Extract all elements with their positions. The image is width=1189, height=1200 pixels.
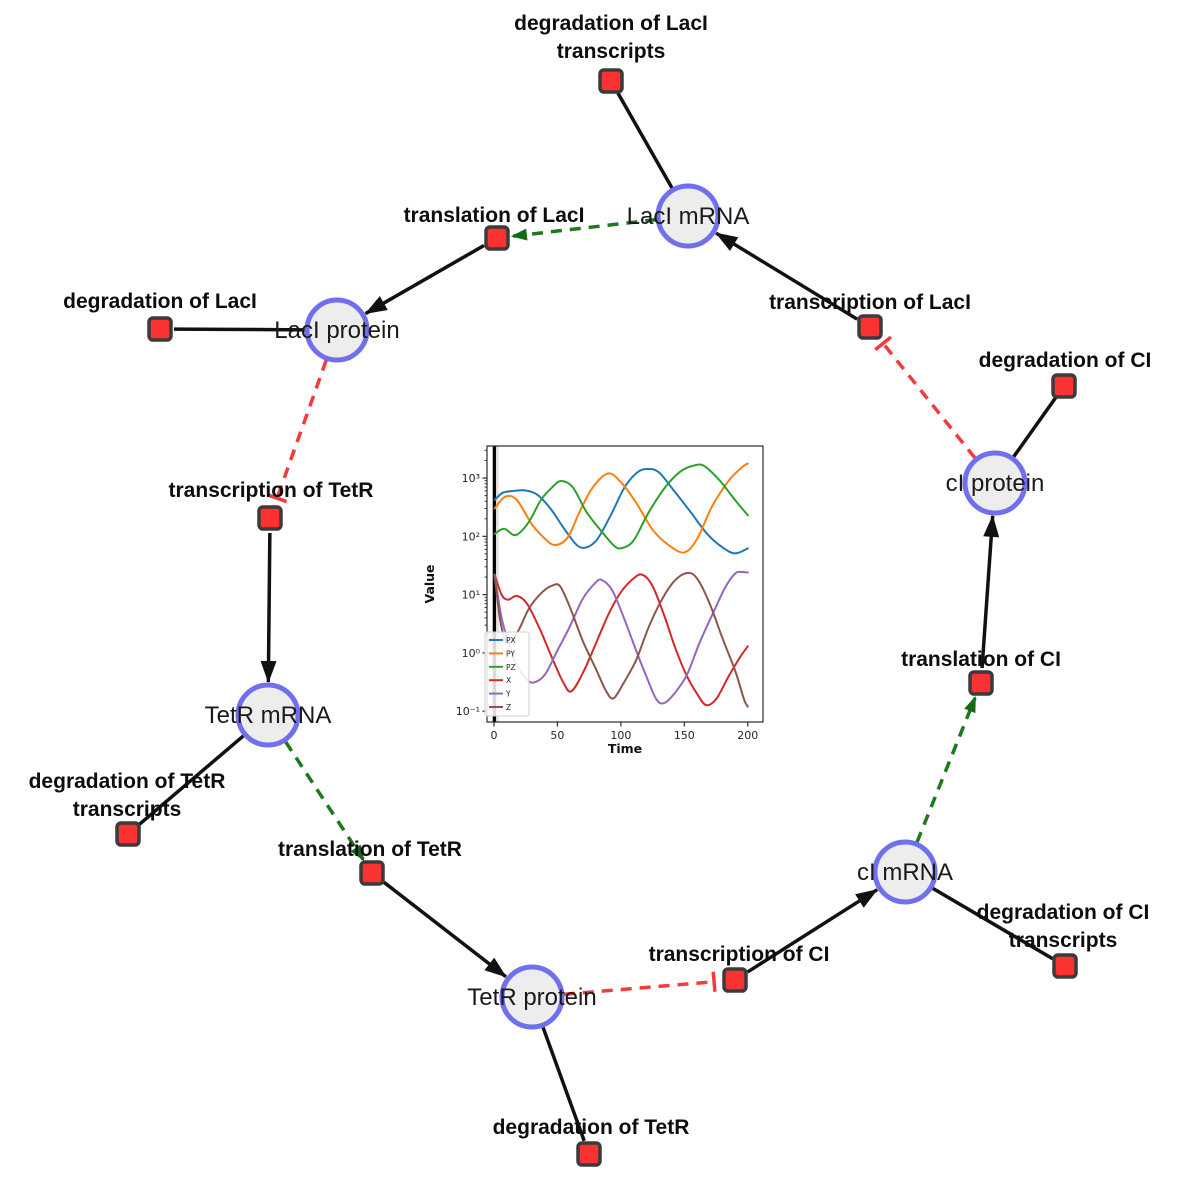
reaction-label-deg-laci-tx: degradation of LacI [514, 12, 708, 35]
reaction-label-deg-tetr: degradation of TetR [493, 1116, 690, 1139]
species-node-tetr-protein[interactable] [499, 964, 565, 1030]
species-node-ci-protein[interactable] [962, 450, 1028, 516]
edge-modifier-laci-mrna-transl-laci [510, 217, 657, 241]
reaction-label-transl-tetr: translation of TetR [278, 838, 462, 861]
edge-consumption-tetr-mrna-deg-tetr-tx [137, 734, 245, 827]
edge-consumption-tetr-protein-deg-tetr [541, 1026, 586, 1142]
edge-consumption-ci-mrna-deg-ci-tx [931, 886, 1054, 961]
x-axis-title: Time [608, 741, 642, 756]
species-label-tetr-protein: TetR protein [467, 984, 596, 1011]
x-tick-label: 150 [674, 729, 695, 742]
reaction-label-deg-ci-tx: transcripts [1009, 929, 1118, 952]
edge-inhibition-ci-protein-txn-laci [874, 335, 977, 460]
edge-modifier-tetr-mrna-transl-tetr [284, 740, 365, 862]
legend: PX PY PZ XYZ [484, 631, 530, 717]
reaction-node-deg-ci-tx[interactable] [1052, 953, 1078, 979]
reaction-node-transl-tetr[interactable] [359, 860, 385, 886]
reaction-label-deg-ci: degradation of CI [979, 349, 1152, 372]
species-label-tetr-mrna: TetR mRNA [205, 702, 332, 729]
edge-production-txn-ci-ci-mrna [746, 888, 879, 974]
reaction-label-transl-laci: translation of LacI [404, 204, 585, 227]
reaction-node-txn-tetr[interactable] [257, 505, 283, 531]
legend-label-z: Z [506, 703, 511, 712]
species-node-tetr-mrna[interactable] [235, 682, 301, 748]
series-curve-z [493, 571, 749, 708]
edge-consumption-laci-mrna-deg-laci-tx [616, 92, 674, 190]
series-curve-pz [493, 463, 749, 550]
x-tick-label: 200 [737, 729, 758, 742]
plot-background [420, 436, 780, 771]
edge-consumption-laci-protein-deg-laci [173, 327, 306, 332]
reaction-node-txn-laci[interactable] [857, 314, 883, 340]
reaction-label-deg-ci-tx: degradation of CI [977, 901, 1150, 924]
reaction-node-transl-ci[interactable] [968, 670, 994, 696]
species-label-laci-protein: LacI protein [274, 317, 399, 344]
edge-modifier-ci-mrna-transl-ci [915, 695, 977, 843]
species-node-laci-protein[interactable] [304, 297, 370, 363]
reaction-label-txn-ci: transcription of CI [649, 943, 830, 966]
x-tick-label: 0 [490, 729, 497, 742]
legend-label-px: PX [506, 636, 516, 645]
x-tick-label: 50 [550, 729, 564, 742]
species-label-ci-mrna: cI mRNA [857, 859, 953, 886]
reaction-label-deg-tetr-tx: degradation of TetR [29, 770, 226, 793]
reaction-node-deg-tetr-tx[interactable] [115, 821, 141, 847]
reaction-node-txn-ci[interactable] [722, 967, 748, 993]
y-axis-title: Value [422, 564, 437, 603]
reaction-node-transl-laci[interactable] [484, 225, 510, 251]
edge-inhibition-tetr-protein-txn-ci [563, 971, 717, 997]
reaction-node-deg-laci[interactable] [147, 316, 173, 342]
edge-production-transl-ci-ci-protein [980, 514, 1000, 669]
legend-label-py: PY [506, 649, 515, 658]
species-label-laci-mrna: LacI mRNA [627, 203, 750, 230]
species-label-ci-protein: cI protein [946, 470, 1045, 497]
y-tick-label: 10² [462, 530, 480, 543]
reaction-label-deg-laci-tx: transcripts [557, 40, 666, 63]
series-curve-x [493, 573, 749, 707]
reaction-label-deg-laci: degradation of LacI [63, 290, 257, 313]
edge-production-transl-laci-laci-protein [364, 243, 485, 316]
x-tick-label: 100 [610, 729, 631, 742]
reaction-label-txn-tetr: transcription of TetR [169, 479, 374, 502]
legend-label-x: X [506, 676, 511, 685]
species-node-laci-mrna[interactable] [655, 183, 721, 249]
y-tick-label: 10⁰ [462, 647, 481, 660]
species-node-ci-mrna[interactable] [872, 839, 938, 905]
series-curve-py [493, 462, 749, 554]
reaction-node-deg-ci[interactable] [1051, 373, 1077, 399]
legend-label-pz: PZ [506, 663, 516, 672]
y-tick-label: 10¹ [462, 589, 480, 602]
reaction-node-deg-tetr[interactable] [576, 1141, 602, 1167]
legend-label-y: Y [505, 690, 511, 699]
edge-production-txn-tetr-tetr-mrna [260, 532, 277, 684]
axes-box [486, 445, 764, 723]
reaction-label-deg-tetr-tx: transcripts [73, 798, 182, 821]
reaction-label-transl-ci: translation of CI [901, 648, 1061, 671]
series-curve-px [493, 467, 749, 555]
reaction-label-txn-laci: transcription of LacI [769, 291, 971, 314]
edge-production-txn-laci-laci-mrna [715, 231, 859, 321]
y-tick-label: 10⁻¹ [456, 705, 480, 718]
edge-consumption-ci-protein-deg-ci [1012, 396, 1058, 458]
edge-inhibition-laci-protein-txn-tetr [267, 359, 328, 504]
edge-production-transl-tetr-tetr-protein [382, 880, 507, 979]
y-tick-label: 10³ [462, 472, 480, 485]
reaction-node-deg-laci-tx[interactable] [598, 68, 624, 94]
